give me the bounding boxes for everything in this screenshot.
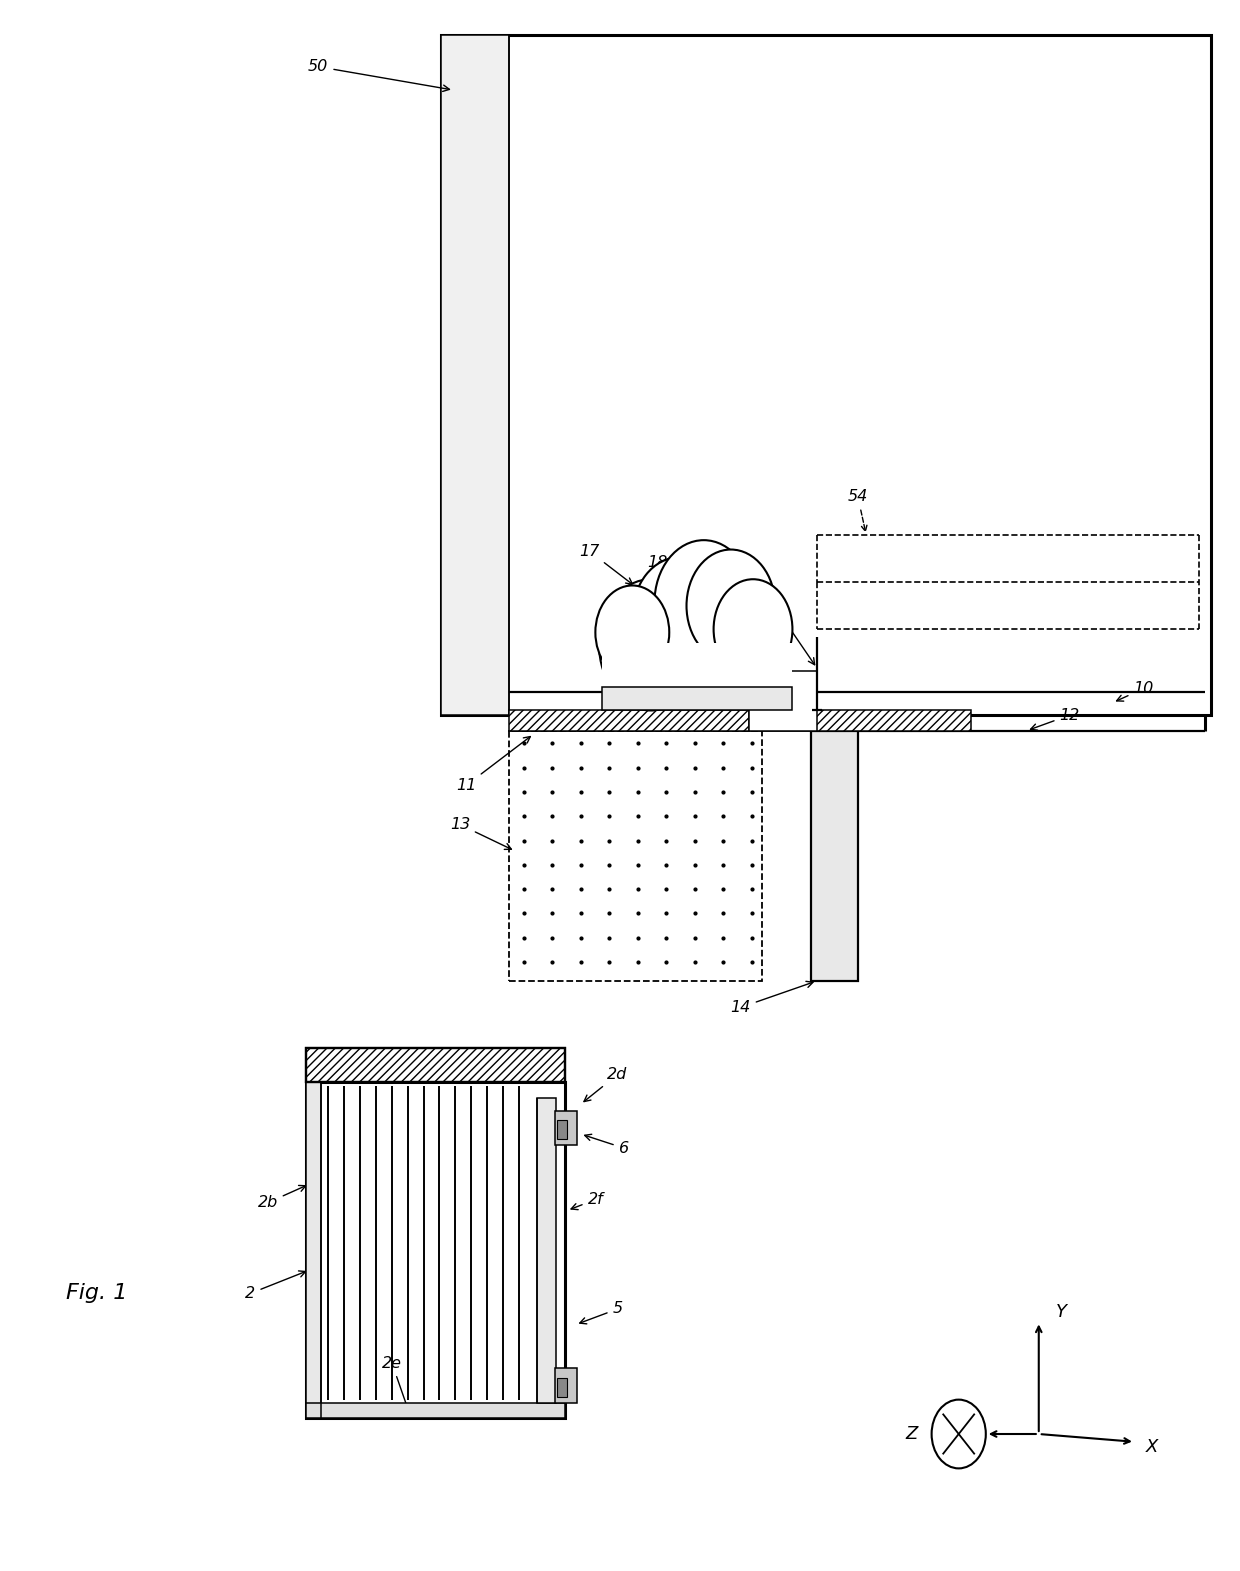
Text: 50: 50 bbox=[308, 60, 449, 91]
Text: 2e: 2e bbox=[382, 1356, 410, 1412]
Bar bbox=[510, 731, 761, 980]
Text: 5: 5 bbox=[580, 1301, 622, 1324]
Bar bbox=[441, 36, 1211, 715]
Bar bbox=[306, 1403, 564, 1419]
Text: 11: 11 bbox=[456, 737, 531, 793]
Bar bbox=[441, 36, 510, 715]
Text: 13: 13 bbox=[450, 817, 511, 850]
Text: Y: Y bbox=[1055, 1302, 1066, 1321]
Text: 54a: 54a bbox=[738, 567, 815, 665]
Bar bbox=[306, 1048, 564, 1082]
Text: Z: Z bbox=[905, 1425, 918, 1444]
Bar bbox=[306, 1082, 321, 1419]
Bar bbox=[306, 1048, 564, 1082]
Bar bbox=[537, 1098, 556, 1403]
Bar bbox=[601, 643, 792, 710]
Circle shape bbox=[595, 586, 670, 679]
Text: 54: 54 bbox=[848, 489, 868, 504]
Text: 2d: 2d bbox=[584, 1067, 627, 1101]
Bar bbox=[557, 1120, 567, 1139]
Text: 10: 10 bbox=[1116, 682, 1153, 701]
Text: 2b: 2b bbox=[258, 1186, 306, 1210]
Text: 17: 17 bbox=[579, 544, 632, 584]
Text: 18: 18 bbox=[647, 555, 676, 583]
Bar bbox=[601, 687, 792, 710]
Bar bbox=[554, 1111, 577, 1145]
Bar bbox=[811, 710, 971, 731]
Circle shape bbox=[713, 580, 792, 679]
Text: Fig. 1: Fig. 1 bbox=[66, 1284, 128, 1304]
Text: 1: 1 bbox=[343, 1059, 381, 1076]
Text: 2: 2 bbox=[246, 1271, 305, 1301]
Text: 6: 6 bbox=[585, 1134, 629, 1156]
Text: 12: 12 bbox=[1030, 707, 1080, 731]
Circle shape bbox=[599, 580, 703, 710]
Bar bbox=[749, 671, 817, 731]
Text: X: X bbox=[1146, 1437, 1158, 1455]
Text: 52: 52 bbox=[598, 622, 618, 636]
Text: 4: 4 bbox=[378, 1065, 409, 1081]
Bar bbox=[811, 731, 858, 980]
Bar bbox=[554, 1368, 577, 1403]
Circle shape bbox=[632, 558, 725, 676]
Text: 2f: 2f bbox=[572, 1192, 603, 1210]
Bar bbox=[510, 710, 749, 731]
Bar bbox=[557, 1378, 567, 1397]
Circle shape bbox=[687, 550, 775, 661]
Circle shape bbox=[655, 540, 753, 665]
Bar bbox=[306, 1082, 564, 1419]
Circle shape bbox=[931, 1400, 986, 1469]
Text: 14: 14 bbox=[730, 982, 813, 1015]
